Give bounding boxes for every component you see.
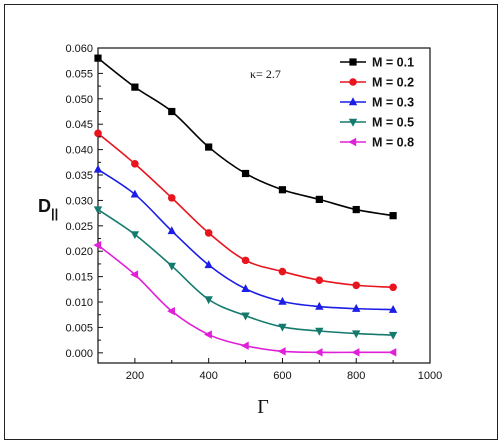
data-point-0 — [205, 143, 213, 151]
x-axis-label: Γ — [257, 396, 269, 418]
data-point-0 — [241, 169, 250, 178]
data-point-2 — [204, 260, 213, 269]
axis-ticks: 0.000 0.005 0.010 0.015 0.020 0.025 0.030 0.035… — [65, 43, 442, 382]
data-point-4 — [314, 348, 323, 357]
legend: M = 0.1 M = 0.2 M = 0.3 M = 0.5 M = 0.8 — [340, 56, 414, 150]
y-tick-label: 0.010 — [65, 297, 93, 309]
data-point-1 — [352, 281, 361, 290]
legend-label: M = 0.8 — [372, 136, 414, 150]
kappa-annotation: κ= 2.7 — [250, 67, 281, 81]
x-tick-label: 400 — [199, 370, 217, 382]
data-point-1 — [241, 256, 250, 265]
data-point-2 — [352, 303, 361, 312]
data-point-2 — [167, 226, 176, 235]
x-tick-label: 200 — [126, 370, 144, 382]
y-axis-label-subscript: || — [51, 206, 58, 221]
series-line-1 — [97, 132, 394, 289]
plot-axes — [97, 47, 431, 364]
y-tick-label: 0.035 — [65, 170, 93, 182]
legend-marker — [349, 78, 357, 86]
data-point-2 — [130, 189, 140, 198]
data-point-1 — [278, 267, 287, 276]
data-point-0 — [315, 195, 323, 204]
legend-marker — [348, 118, 358, 127]
y-tick-label: 0.025 — [65, 221, 93, 233]
data-point-4 — [240, 341, 249, 350]
y-tick-label: 0.030 — [65, 195, 93, 207]
data-point-2 — [241, 284, 250, 293]
data-point-3 — [93, 206, 103, 215]
data-point-0 — [352, 205, 360, 214]
data-point-0 — [131, 83, 139, 91]
data-point-1 — [389, 283, 397, 292]
data-point-3 — [352, 330, 361, 339]
y-tick-label: 0.050 — [65, 94, 93, 106]
legend-label: M = 0.1 — [372, 56, 414, 70]
legend-marker — [348, 137, 357, 147]
series-markers — [93, 54, 398, 357]
data-point-4 — [167, 306, 175, 316]
y-axis-label: D|| — [38, 196, 58, 221]
data-point-2 — [315, 301, 324, 310]
data-point-3 — [278, 323, 287, 332]
data-point-0 — [168, 107, 176, 116]
figure-frame — [4, 4, 498, 440]
plot-area-border — [97, 47, 431, 364]
y-tick-label: 0.045 — [65, 119, 93, 131]
y-axis-label-main: D — [38, 196, 51, 216]
x-tick-label: 600 — [273, 370, 291, 382]
data-point-1 — [315, 276, 324, 284]
y-tick-label: 0.060 — [65, 43, 93, 55]
data-point-4 — [351, 348, 360, 357]
data-point-3 — [204, 296, 213, 305]
data-point-2 — [93, 164, 103, 173]
data-point-3 — [315, 327, 324, 336]
data-point-4 — [388, 348, 397, 357]
data-point-3 — [388, 331, 398, 340]
y-tick-label: 0.040 — [65, 145, 93, 157]
data-point-0 — [94, 54, 102, 62]
x-tick-label: 1000 — [418, 370, 442, 382]
data-point-1 — [94, 129, 102, 138]
data-point-4 — [130, 270, 139, 279]
y-tick-label: 0.000 — [65, 348, 93, 360]
legend-label: M = 0.3 — [372, 96, 414, 110]
y-tick-label: 0.020 — [65, 246, 93, 258]
y-tick-label: 0.005 — [65, 322, 93, 334]
x-tick-label: 800 — [347, 370, 365, 382]
legend-label: M = 0.5 — [372, 116, 414, 130]
data-point-4 — [277, 347, 286, 356]
data-point-3 — [130, 231, 140, 240]
y-tick-label: 0.055 — [65, 68, 93, 80]
data-point-2 — [278, 296, 287, 305]
data-point-2 — [388, 304, 398, 313]
data-point-1 — [131, 160, 139, 168]
data-point-3 — [167, 262, 176, 271]
data-point-0 — [278, 186, 287, 194]
legend-marker — [349, 58, 357, 66]
data-point-3 — [241, 312, 250, 321]
data-point-1 — [167, 194, 176, 202]
data-point-4 — [203, 330, 212, 339]
data-point-4 — [93, 240, 102, 250]
data-point-1 — [204, 229, 213, 237]
legend-marker — [348, 97, 358, 106]
data-point-0 — [389, 212, 397, 220]
legend-label: M = 0.2 — [372, 76, 414, 90]
y-tick-label: 0.015 — [65, 272, 93, 284]
